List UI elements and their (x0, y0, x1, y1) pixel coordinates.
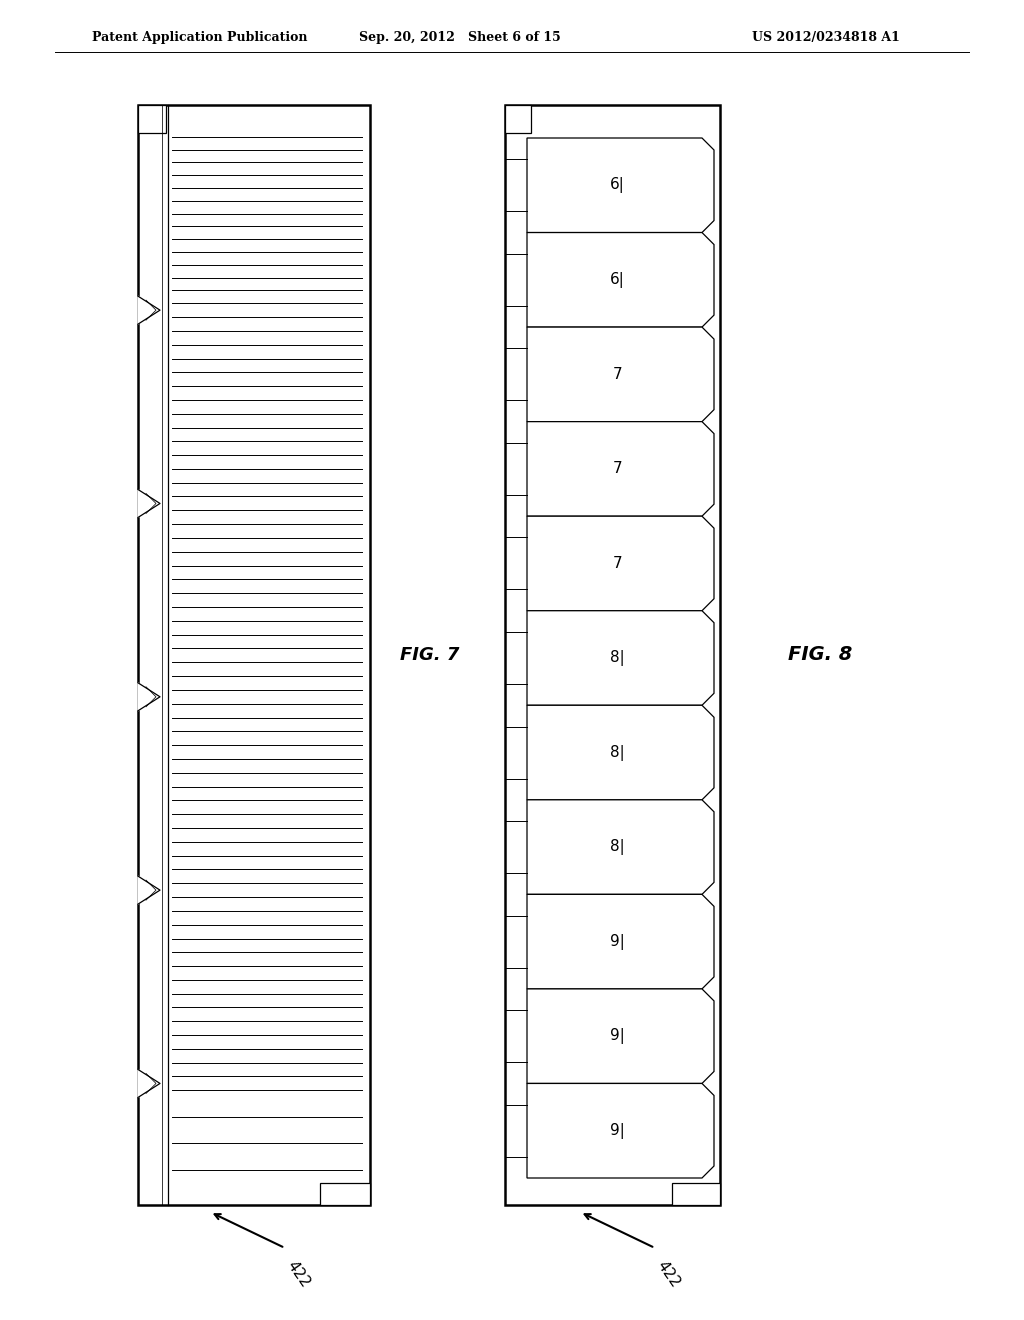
Text: Sep. 20, 2012   Sheet 6 of 15: Sep. 20, 2012 Sheet 6 of 15 (359, 30, 561, 44)
Polygon shape (527, 327, 714, 421)
Polygon shape (527, 139, 714, 232)
Text: 8|: 8| (610, 744, 625, 760)
Text: 9|: 9| (610, 933, 625, 949)
Polygon shape (527, 705, 714, 800)
Text: 6|: 6| (610, 177, 625, 193)
Polygon shape (527, 800, 714, 895)
Polygon shape (527, 1084, 714, 1177)
Text: Patent Application Publication: Patent Application Publication (92, 30, 307, 44)
Text: 422: 422 (284, 1258, 312, 1290)
Polygon shape (527, 421, 714, 516)
Text: 9|: 9| (610, 1028, 625, 1044)
Polygon shape (527, 895, 714, 989)
Text: 9|: 9| (610, 1123, 625, 1139)
Bar (138, 106, 166, 133)
Polygon shape (138, 1069, 160, 1097)
Polygon shape (527, 989, 714, 1084)
Polygon shape (138, 682, 160, 710)
Bar (319, 1183, 370, 1205)
Polygon shape (138, 876, 160, 904)
Bar (505, 106, 720, 1205)
Bar (672, 1183, 720, 1205)
Text: FIG. 7: FIG. 7 (400, 645, 460, 664)
Text: 7: 7 (612, 556, 623, 572)
Polygon shape (527, 516, 714, 611)
Text: 8|: 8| (610, 649, 625, 667)
Bar (505, 106, 531, 133)
Text: 6|: 6| (610, 272, 625, 288)
Bar (138, 106, 370, 1205)
Polygon shape (138, 296, 160, 325)
Text: 7: 7 (612, 462, 623, 477)
Text: US 2012/0234818 A1: US 2012/0234818 A1 (752, 30, 900, 44)
Text: 422: 422 (653, 1258, 682, 1290)
Polygon shape (527, 232, 714, 327)
Text: 8|: 8| (610, 840, 625, 855)
Text: FIG. 8: FIG. 8 (787, 645, 852, 664)
Text: 7: 7 (612, 367, 623, 381)
Polygon shape (138, 490, 160, 517)
Polygon shape (527, 611, 714, 705)
